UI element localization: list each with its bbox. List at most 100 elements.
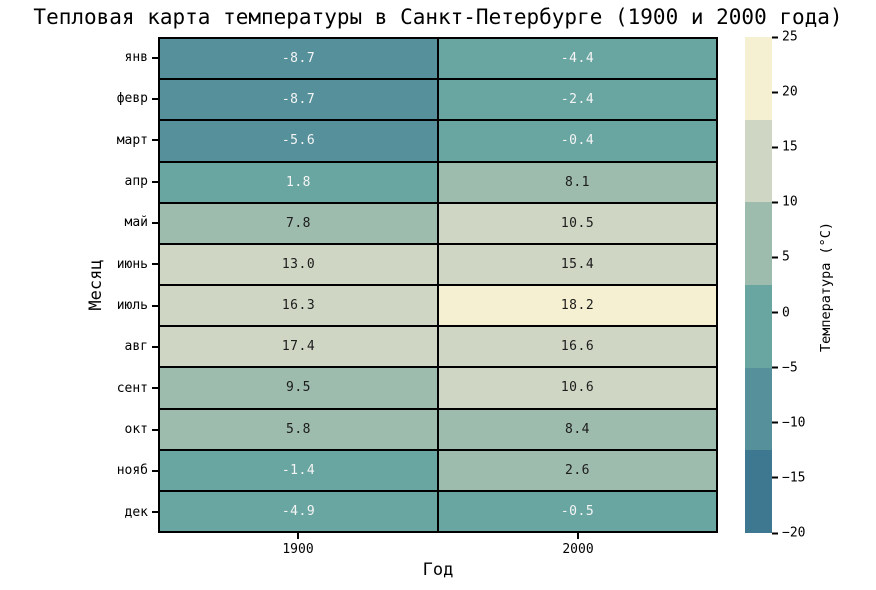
cell-value: -5.6 [281, 133, 316, 149]
y-tick-mark [152, 428, 158, 431]
y-tick-label: июль [116, 298, 148, 314]
y-tick: июль [0, 285, 158, 326]
colorbar-tick: 25 [772, 30, 798, 45]
colorbar-tick: 15 [772, 140, 798, 155]
colorbar-band [745, 450, 772, 534]
y-tick: февр [0, 78, 158, 119]
x-tick-label: 2000 [562, 542, 594, 557]
colorbar-tick-label: −10 [782, 415, 806, 431]
colorbar-tick-label: 25 [782, 29, 798, 45]
colorbar-tick-label: −15 [782, 470, 806, 486]
cell-value: 16.6 [560, 339, 595, 355]
colorbar-tick-mark [772, 201, 778, 204]
y-tick: апр [0, 161, 158, 202]
colorbar-tick-mark [772, 366, 778, 369]
y-axis-tick-labels: янв февр март апр май июнь июль авг сент окт нояб д… [0, 37, 158, 533]
cell-value: -2.4 [560, 92, 595, 108]
y-tick-mark [152, 511, 158, 514]
x-tick-label: 1900 [282, 542, 314, 557]
heatmap-cell: 16.3 [160, 286, 437, 326]
colorbar-tick: −20 [772, 526, 805, 541]
y-tick-mark [152, 56, 158, 59]
cell-value: -8.7 [281, 51, 316, 67]
colorbar-tick: −15 [772, 470, 805, 485]
y-tick-label: окт [124, 422, 148, 438]
heatmap-cell: -1.4 [160, 450, 437, 490]
heatmap-cell: 8.4 [439, 409, 716, 449]
heatmap-cell: -8.7 [160, 39, 437, 79]
cell-value: 9.5 [286, 380, 311, 396]
colorbar-tick-mark [772, 311, 778, 314]
cell-value: 17.4 [281, 339, 316, 355]
cell-value: -4.9 [281, 503, 316, 519]
cell-value: -1.4 [281, 462, 316, 478]
cell-value: 13.0 [281, 256, 316, 272]
cell-value: -4.4 [560, 51, 595, 67]
x-axis-tick-labels: 1900 2000 [158, 533, 718, 559]
heatmap-cell: 2.6 [439, 450, 716, 490]
colorbar-tick-label: −20 [782, 525, 806, 541]
y-tick-mark [152, 139, 158, 142]
colorbar [745, 37, 772, 534]
heatmap-cell: 13.0 [160, 244, 437, 284]
y-tick-mark [152, 387, 158, 390]
colorbar-tick: 10 [772, 195, 798, 210]
cell-value: 1.8 [286, 174, 311, 190]
colorbar-band [745, 37, 772, 120]
colorbar-tick: 5 [772, 250, 790, 265]
cell-value: 8.4 [565, 421, 590, 437]
heatmap-cell: -0.5 [439, 491, 716, 531]
y-tick-mark [152, 304, 158, 307]
colorbar-tick: 0 [772, 305, 790, 320]
colorbar-tick-mark [772, 91, 778, 94]
colorbar-tick-mark [772, 146, 778, 149]
y-tick: дек [0, 492, 158, 533]
heatmap-cell: 17.4 [160, 327, 437, 367]
heatmap-cell: 7.8 [160, 203, 437, 243]
cell-value: 7.8 [286, 215, 311, 231]
heatmap-cell: 1.8 [160, 162, 437, 202]
colorbar-tick-label: 0 [782, 305, 790, 321]
colorbar-tick-mark [772, 36, 778, 38]
y-tick-mark [152, 469, 158, 472]
cell-value: -8.7 [281, 92, 316, 108]
heatmap-cell: 5.8 [160, 409, 437, 449]
colorbar-ticks: 25 20 15 10 5 0 −5 −10 −15 −20 [772, 30, 842, 541]
y-tick: май [0, 202, 158, 243]
y-tick-label: сент [116, 380, 148, 396]
heatmap-grid: -8.7 -4.4 -8.7 -2.4 -5.6 -0.4 1.8 8.1 7.8 10.5 13.… [158, 37, 718, 533]
colorbar-tick-mark [772, 476, 778, 479]
cell-value: 16.3 [281, 298, 316, 314]
colorbar-tick: −10 [772, 415, 805, 430]
y-tick-label: февр [116, 91, 148, 107]
heatmap-cell: -8.7 [160, 80, 437, 120]
x-tick: 1900 [158, 533, 438, 559]
x-tick-mark [577, 533, 579, 539]
y-tick-label: нояб [116, 463, 148, 479]
y-tick: янв [0, 37, 158, 78]
y-tick: июнь [0, 244, 158, 285]
x-tick-mark [297, 533, 299, 539]
y-tick-mark [152, 345, 158, 348]
cell-value: 10.5 [560, 215, 595, 231]
y-tick-mark [152, 97, 158, 100]
y-tick: авг [0, 326, 158, 367]
colorbar-tick-mark [772, 532, 778, 534]
y-tick-label: дек [124, 504, 148, 520]
cell-value: 15.4 [560, 256, 595, 272]
colorbar-tick-label: 10 [782, 194, 798, 210]
colorbar-tick-label: −5 [782, 360, 798, 376]
x-axis-label: Год [422, 560, 454, 580]
heatmap-cell: 18.2 [439, 286, 716, 326]
cell-value: 8.1 [565, 174, 590, 190]
heatmap-cell: -2.4 [439, 80, 716, 120]
y-tick-mark [152, 263, 158, 266]
y-tick-label: авг [124, 339, 148, 355]
colorbar-band [745, 367, 772, 451]
heatmap-cell: -5.6 [160, 121, 437, 161]
y-tick-label: янв [124, 50, 148, 66]
colorbar-tick-mark [772, 256, 778, 259]
heatmap-cell: 10.5 [439, 203, 716, 243]
cell-value: -0.4 [560, 133, 595, 149]
y-tick-label: июнь [116, 256, 148, 272]
